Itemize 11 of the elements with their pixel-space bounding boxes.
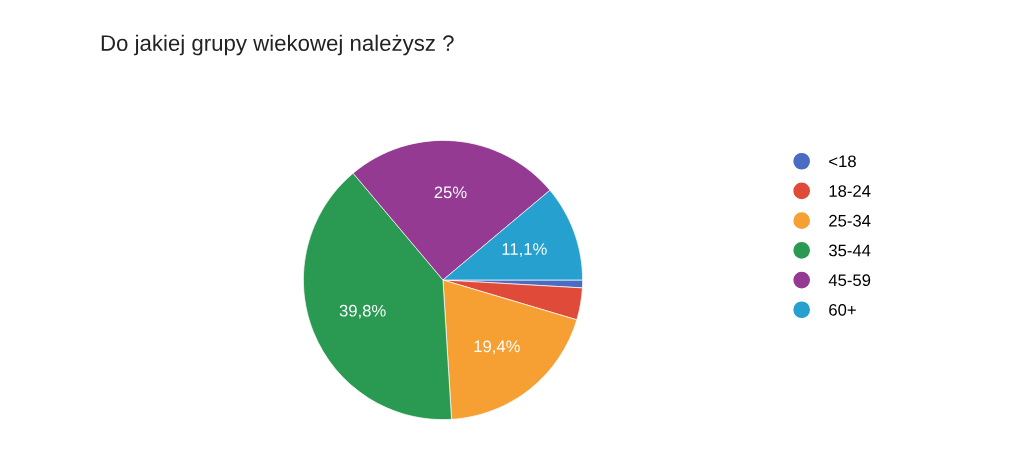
legend-label: 45-59	[828, 274, 871, 287]
legend-label: 25-34	[829, 214, 871, 227]
data-label: 25%	[434, 186, 467, 199]
legend-label: 35-44	[828, 244, 871, 257]
data-label: 11,1%	[502, 243, 547, 257]
legend-label: 60+	[829, 303, 856, 316]
legend-label: <18	[829, 155, 856, 168]
legend-label: 18-24	[829, 185, 871, 197]
data-label: 19,4%	[474, 340, 520, 355]
data-label: 39,8%	[339, 304, 386, 319]
chart-title: Do jakiej grupy wiekowej należysz ?	[101, 34, 454, 56]
